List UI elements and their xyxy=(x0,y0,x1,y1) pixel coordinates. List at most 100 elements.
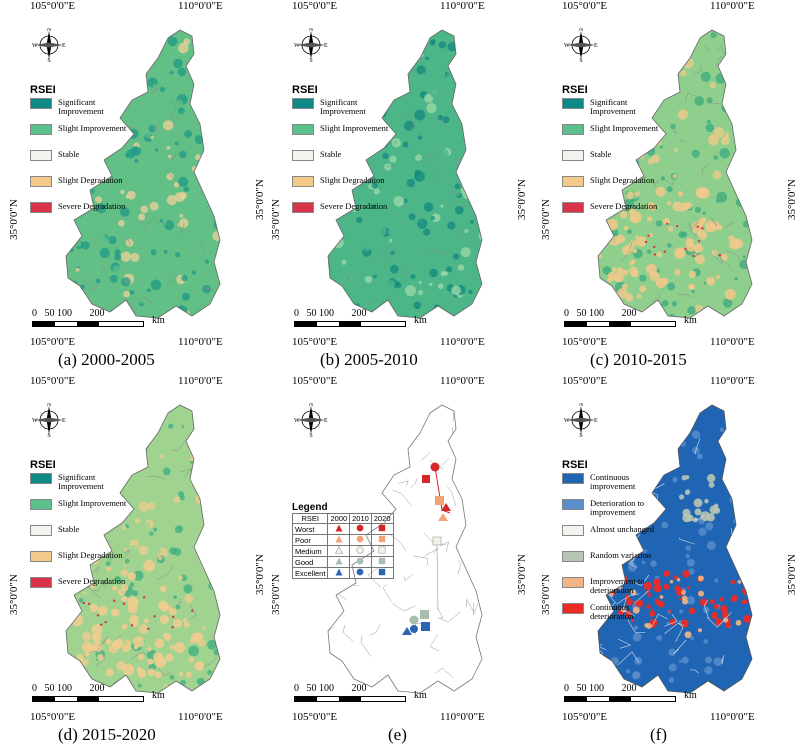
legend-tri-symbol xyxy=(335,524,343,532)
scale-unit: km xyxy=(414,315,427,326)
compass-rose-icon: N S W E xyxy=(564,27,598,64)
marker-good-2010 xyxy=(409,615,419,625)
legend-item: Stable xyxy=(292,150,402,161)
lon-label-left-top: 105°0'0"E xyxy=(562,0,608,12)
legend-item: Random variation xyxy=(562,551,672,562)
legend-label: Significant Improvement xyxy=(58,97,104,116)
lat-label-left: 35°0'0"N xyxy=(540,199,552,240)
legend-item: Deterioration to improvement xyxy=(562,499,672,517)
legend-item: Severe Degradation xyxy=(562,202,672,213)
lon-label-right-bottom: 110°0'0"E xyxy=(440,711,485,723)
compass-s: S xyxy=(47,58,50,62)
marker-excellent-2020 xyxy=(421,622,430,631)
lon-label-left-top: 105°0'0"E xyxy=(30,0,76,12)
legend-title: RSEI xyxy=(562,84,588,96)
marker-worst-2010 xyxy=(430,462,440,472)
marker-poor-2000 xyxy=(438,513,448,521)
legend-swatch xyxy=(30,577,52,588)
legend-item: Significant Improvement xyxy=(292,98,402,116)
legend-label: Significant Improvement xyxy=(58,472,104,491)
compass-s: S xyxy=(579,433,582,437)
legend-item: Slight Degradation xyxy=(30,176,140,187)
scale-ticks: 0 50 100 200 xyxy=(32,308,105,319)
legend-label: Slight Degradation xyxy=(58,175,123,185)
legend-item: Slight Improvement xyxy=(292,124,402,135)
legend-item: Improvement to deterioration xyxy=(562,577,672,595)
legend-row-label: Medium xyxy=(291,545,329,557)
legend-swatch xyxy=(30,499,52,510)
legend-row-label: Worst xyxy=(291,523,329,535)
legend-swatch xyxy=(30,473,52,484)
legend-label: Severe Degradation xyxy=(320,201,388,211)
marker-worst-2020 xyxy=(422,475,430,483)
marker-medium xyxy=(432,536,442,546)
scale-ticks: 0 50 100 200 xyxy=(294,683,367,694)
lon-label-right-top: 110°0'0"E xyxy=(178,0,223,12)
legend-item: Slight Degradation xyxy=(30,551,140,562)
legend-cir-symbol xyxy=(357,524,364,532)
legend-swatch xyxy=(562,124,584,135)
compass-rose-icon: N S W E xyxy=(32,27,66,64)
scale-unit: km xyxy=(152,315,165,326)
legend-item: Continuous improvement xyxy=(562,473,672,491)
compass-e: E xyxy=(594,43,598,49)
legend-item: Stable xyxy=(30,525,140,536)
legend-swatch xyxy=(30,150,52,161)
legend-sq-symbol xyxy=(378,568,386,576)
legend-swatch xyxy=(30,202,52,213)
legend-item: Slight Improvement xyxy=(562,124,672,135)
compass-w: W xyxy=(32,43,38,49)
legend-tri-symbol xyxy=(334,545,343,554)
compass-n: N xyxy=(579,28,584,33)
lon-label-right-bottom: 110°0'0"E xyxy=(440,336,485,348)
legend-label: Random variation xyxy=(590,550,652,560)
lon-label-right-top: 110°0'0"E xyxy=(710,375,755,387)
panel-caption: (b) 2005-2010 xyxy=(320,350,418,369)
legend-label: Stable xyxy=(58,524,80,534)
legend-title: RSEI xyxy=(562,459,588,471)
lon-label-left-bottom: 105°0'0"E xyxy=(292,711,338,723)
legend-header: 2020 xyxy=(370,513,394,524)
legend-label: Continuous improvement xyxy=(590,472,636,491)
compass-e: E xyxy=(594,418,598,424)
compass-w: W xyxy=(564,418,570,424)
legend-title: RSEI xyxy=(30,459,56,471)
marker-worst-2000 xyxy=(441,503,451,511)
compass-w: W xyxy=(564,43,570,49)
panel-caption: (e) xyxy=(388,725,407,744)
lon-label-right-bottom: 110°0'0"E xyxy=(178,336,223,348)
legend-cir-symbol xyxy=(356,546,365,554)
lon-label-left-bottom: 105°0'0"E xyxy=(30,336,76,348)
legend-swatch xyxy=(562,603,584,614)
legend-label: Deterioration to improvement xyxy=(590,498,645,517)
legend-label: Slight Improvement xyxy=(320,123,389,133)
scale-ticks: 0 50 100 200 xyxy=(294,308,367,319)
compass-n: N xyxy=(309,28,314,33)
compass-rose-icon: N S W E xyxy=(32,402,66,439)
compass-s: S xyxy=(579,58,582,62)
legend-label: Slight Improvement xyxy=(590,123,659,133)
legend-swatch xyxy=(292,176,314,187)
compass-rose-icon: N S W E xyxy=(564,402,598,439)
compass-n: N xyxy=(579,403,584,408)
lon-label-left-bottom: 105°0'0"E xyxy=(562,336,608,348)
legend-tri-symbol xyxy=(335,557,343,565)
legend-swatch xyxy=(562,499,584,510)
panel-caption: (c) 2010-2015 xyxy=(590,350,687,369)
legend-item: Significant Improvement xyxy=(30,98,140,116)
legend-header: RSEI xyxy=(291,513,329,524)
legend-title: Legend xyxy=(292,502,328,513)
legend-label: Stable xyxy=(320,149,342,159)
legend-header: 2000 xyxy=(327,513,351,524)
panel-caption: (d) 2015-2020 xyxy=(58,725,156,744)
legend-item: Severe Degradation xyxy=(30,577,140,588)
lon-label-right-top: 110°0'0"E xyxy=(440,0,485,12)
legend-title: RSEI xyxy=(30,84,56,96)
lat-label-left: 35°0'0"N xyxy=(270,199,282,240)
lon-label-left-bottom: 105°0'0"E xyxy=(30,711,76,723)
legend-item: Stable xyxy=(562,150,672,161)
panel-a: 105°0'0"E 110°0'0"E 105°0'0"E 110°0'0"E 35°0… xyxy=(8,0,270,370)
compass-rose-icon: N S W E xyxy=(294,27,328,64)
province-map xyxy=(327,29,483,319)
panel-b: 105°0'0"E 110°0'0"E 105°0'0"E 110°0'0"E 35°0… xyxy=(270,0,532,370)
